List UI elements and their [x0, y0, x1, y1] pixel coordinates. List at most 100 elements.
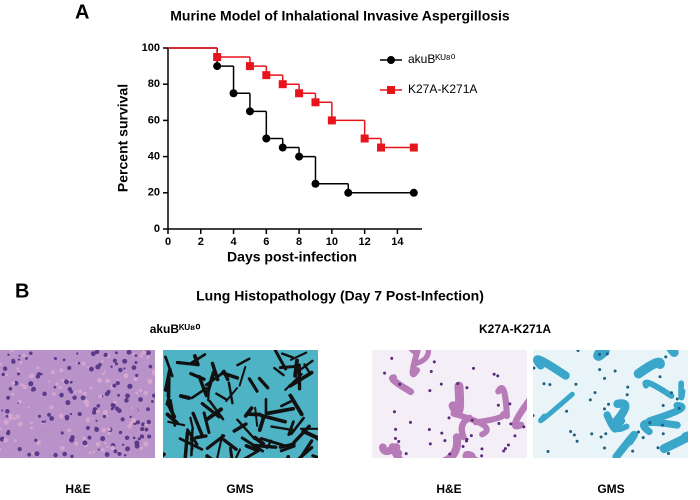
- nucleus: [63, 379, 69, 385]
- hypha: [165, 412, 179, 425]
- nucleus: [658, 375, 662, 379]
- nucleus: [59, 370, 62, 373]
- nucleus: [439, 382, 443, 386]
- nucleus: [599, 435, 603, 439]
- nucleus: [103, 352, 108, 358]
- nucleus: [90, 351, 96, 357]
- nucleus: [147, 434, 152, 439]
- nucleus: [20, 383, 24, 387]
- nucleus: [29, 426, 33, 430]
- point: [360, 134, 369, 143]
- nucleus: [97, 448, 100, 451]
- nucleus: [7, 429, 11, 434]
- hypha: [234, 448, 242, 458]
- x-tick-label: 6: [263, 236, 269, 248]
- nucleus: [509, 422, 513, 426]
- nucleus: [5, 414, 9, 418]
- nucleus: [82, 440, 88, 446]
- nucleus: [3, 419, 9, 425]
- micrograph: [0, 350, 155, 458]
- point: [409, 188, 418, 197]
- image-label: GMS: [226, 482, 253, 496]
- nucleus: [150, 400, 154, 403]
- nucleus: [631, 449, 635, 453]
- point: [262, 71, 271, 80]
- nucleus: [15, 414, 20, 419]
- nucleus: [80, 395, 86, 401]
- nucleus: [50, 370, 55, 375]
- y-tick-label: 20: [148, 187, 160, 199]
- nucleus: [1, 409, 4, 412]
- nucleus: [104, 441, 107, 445]
- hypha: [259, 437, 286, 448]
- point: [295, 89, 304, 98]
- point: [278, 143, 287, 152]
- x-tick-label: 8: [296, 236, 302, 248]
- nucleus: [34, 451, 40, 457]
- hypha: [257, 376, 270, 390]
- nucleus: [17, 447, 22, 452]
- nucleus: [641, 436, 645, 440]
- nucleus: [123, 367, 126, 370]
- septum: [666, 350, 679, 358]
- nucleus: [428, 389, 432, 393]
- nucleus: [139, 434, 144, 439]
- nucleus: [139, 446, 143, 450]
- nucleus: [62, 358, 66, 362]
- nucleus: [472, 366, 476, 370]
- x-tick-label: 4: [230, 236, 237, 248]
- nucleus: [432, 360, 436, 364]
- nucleus: [100, 436, 106, 442]
- nucleus: [506, 443, 510, 447]
- nucleus: [65, 400, 71, 406]
- nucleus: [74, 441, 79, 446]
- nucleus: [85, 425, 91, 431]
- nucleus: [91, 410, 97, 415]
- nucleus: [122, 443, 125, 446]
- micrograph: [533, 350, 688, 458]
- nucleus: [95, 364, 101, 370]
- nucleus: [126, 350, 132, 355]
- y-tick-label: 60: [148, 114, 160, 126]
- image-label: H&E: [65, 482, 90, 496]
- hypha: [240, 436, 265, 453]
- nucleus: [677, 406, 681, 410]
- nucleus: [5, 373, 8, 377]
- nucleus: [69, 412, 73, 416]
- hypha: [281, 352, 295, 359]
- nucleus: [18, 399, 22, 404]
- nucleus: [28, 374, 33, 378]
- hypha: [208, 399, 225, 421]
- nucleus: [123, 373, 129, 379]
- septum: [408, 350, 419, 355]
- nucleus: [114, 362, 118, 366]
- nucleus: [59, 392, 64, 398]
- nucleus: [146, 419, 151, 425]
- hypha: [316, 455, 318, 458]
- nucleus: [102, 410, 108, 416]
- nucleus: [27, 452, 32, 457]
- nucleus: [598, 368, 602, 372]
- nucleus: [603, 376, 607, 380]
- hypha: [289, 351, 308, 361]
- nucleus: [134, 440, 140, 446]
- nucleus: [0, 447, 2, 451]
- hypha: [197, 374, 209, 398]
- nucleus: [461, 444, 465, 448]
- nucleus: [63, 382, 66, 385]
- nucleus: [656, 446, 660, 450]
- nucleus: [72, 395, 77, 400]
- nucleus: [569, 429, 573, 433]
- hypha: [222, 438, 238, 451]
- nucleus: [626, 385, 630, 389]
- nucleus: [503, 447, 507, 451]
- hypha: [243, 406, 254, 418]
- hypha: [270, 425, 295, 432]
- hypha: [189, 416, 195, 430]
- nucleus: [137, 437, 141, 441]
- hypha: [236, 418, 256, 440]
- nucleus: [53, 357, 58, 361]
- nucleus: [118, 430, 123, 435]
- hypha: [293, 358, 299, 378]
- legend-marker: [387, 56, 395, 64]
